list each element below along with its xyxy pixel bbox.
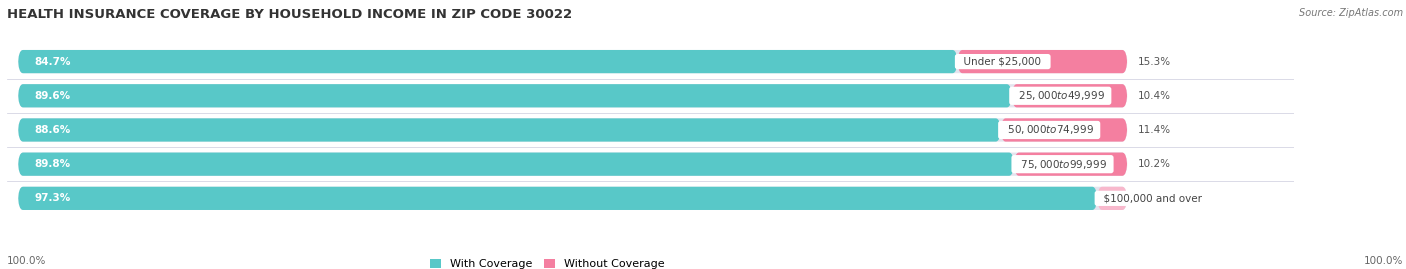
Text: Under $25,000: Under $25,000 bbox=[957, 56, 1047, 67]
FancyBboxPatch shape bbox=[18, 187, 1128, 210]
FancyBboxPatch shape bbox=[18, 84, 1128, 107]
Text: 89.6%: 89.6% bbox=[35, 91, 70, 101]
FancyBboxPatch shape bbox=[18, 187, 1097, 210]
Text: 97.3%: 97.3% bbox=[35, 193, 72, 203]
FancyBboxPatch shape bbox=[18, 153, 1128, 176]
Text: 15.3%: 15.3% bbox=[1139, 56, 1171, 67]
FancyBboxPatch shape bbox=[18, 153, 1014, 176]
FancyBboxPatch shape bbox=[957, 50, 1128, 73]
Text: HEALTH INSURANCE COVERAGE BY HOUSEHOLD INCOME IN ZIP CODE 30022: HEALTH INSURANCE COVERAGE BY HOUSEHOLD I… bbox=[7, 8, 572, 21]
FancyBboxPatch shape bbox=[1012, 84, 1128, 107]
FancyBboxPatch shape bbox=[18, 50, 1128, 73]
Text: 89.8%: 89.8% bbox=[35, 159, 70, 169]
Text: 100.0%: 100.0% bbox=[7, 256, 46, 266]
Text: 10.2%: 10.2% bbox=[1139, 159, 1171, 169]
Text: 2.7%: 2.7% bbox=[1139, 193, 1164, 203]
FancyBboxPatch shape bbox=[18, 118, 1001, 141]
Text: 100.0%: 100.0% bbox=[1364, 256, 1403, 266]
FancyBboxPatch shape bbox=[1001, 118, 1128, 141]
Text: $50,000 to $74,999: $50,000 to $74,999 bbox=[1001, 123, 1098, 136]
Text: $75,000 to $99,999: $75,000 to $99,999 bbox=[1014, 158, 1111, 171]
Text: 88.6%: 88.6% bbox=[35, 125, 72, 135]
Text: Source: ZipAtlas.com: Source: ZipAtlas.com bbox=[1299, 8, 1403, 18]
FancyBboxPatch shape bbox=[18, 118, 1128, 141]
Legend: With Coverage, Without Coverage: With Coverage, Without Coverage bbox=[426, 254, 669, 269]
Text: $100,000 and over: $100,000 and over bbox=[1097, 193, 1209, 203]
FancyBboxPatch shape bbox=[1014, 153, 1128, 176]
Text: 84.7%: 84.7% bbox=[35, 56, 72, 67]
FancyBboxPatch shape bbox=[18, 50, 957, 73]
FancyBboxPatch shape bbox=[1097, 187, 1128, 210]
Text: 10.4%: 10.4% bbox=[1139, 91, 1171, 101]
FancyBboxPatch shape bbox=[18, 84, 1012, 107]
Text: $25,000 to $49,999: $25,000 to $49,999 bbox=[1012, 89, 1109, 102]
Text: 11.4%: 11.4% bbox=[1139, 125, 1171, 135]
